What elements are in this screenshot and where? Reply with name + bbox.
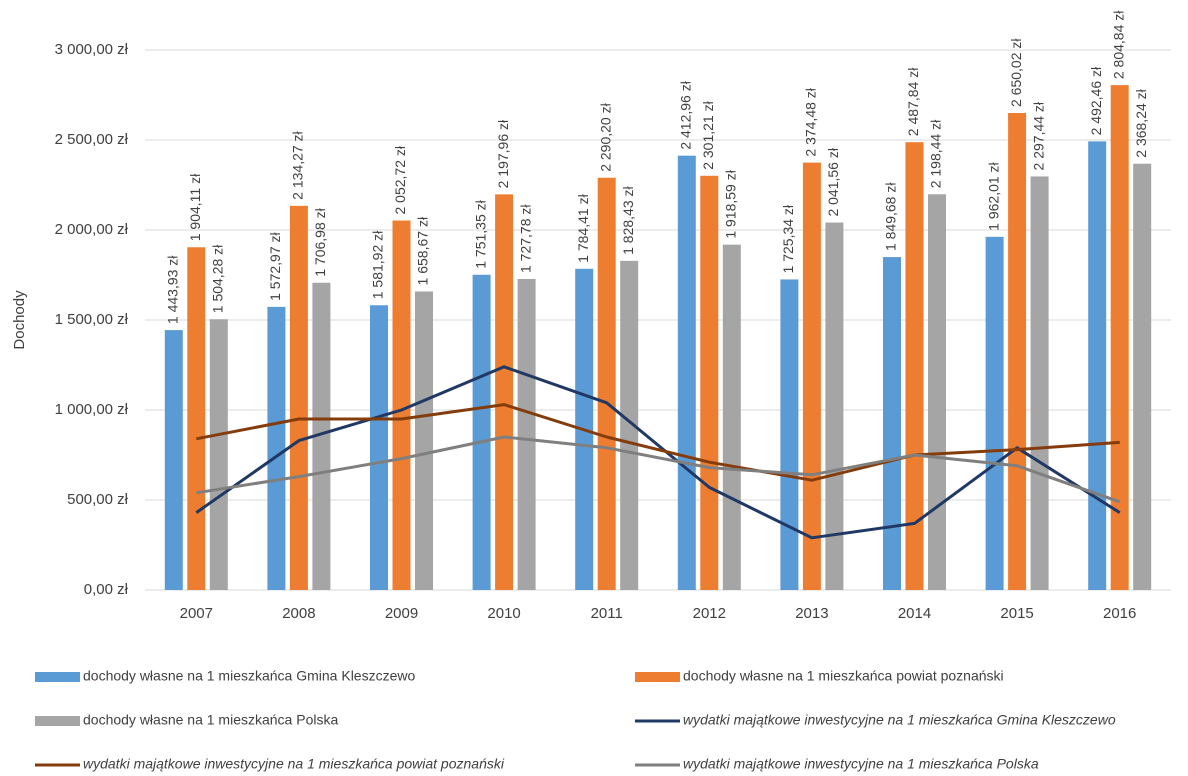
y-tick-label: 1 500,00 zł — [55, 311, 129, 328]
value-label: 2 487,84 zł — [905, 67, 921, 136]
bar — [928, 194, 946, 590]
bar — [677, 155, 696, 590]
value-label: 2 052,72 zł — [392, 145, 408, 214]
x-tick-label: 2013 — [795, 605, 828, 622]
value-label: 2 368,24 zł — [1133, 88, 1149, 157]
value-label: 2 374,48 zł — [803, 87, 819, 156]
value-label: 2 301,21 zł — [700, 100, 716, 169]
bar — [780, 279, 799, 590]
x-tick-label: 2011 — [591, 605, 623, 622]
legend-label: dochody własne na 1 mieszkańca Polska — [83, 712, 338, 728]
value-label: 1 504,28 zł — [210, 244, 226, 313]
value-label: 1 658,67 zł — [415, 216, 431, 285]
bar — [472, 274, 491, 590]
value-label: 1 572,97 zł — [267, 231, 283, 300]
y-tick-label: 2 500,00 zł — [55, 131, 129, 148]
value-label: 1 904,11 zł — [187, 173, 203, 241]
bar — [517, 278, 536, 590]
x-tick-label: 2007 — [180, 605, 213, 622]
x-tick-label: 2012 — [693, 605, 726, 622]
value-label: 2 804,84 zł — [1110, 10, 1126, 79]
legend-label: dochody własne na 1 mieszkańca powiat po… — [683, 668, 1004, 684]
bar — [722, 244, 741, 590]
y-tick-label: 0,00 zł — [84, 581, 129, 598]
bar — [392, 220, 411, 590]
y-tick-label: 2 000,00 zł — [55, 221, 129, 238]
value-label: 1 962,01 zł — [985, 161, 1001, 230]
bar — [415, 291, 433, 590]
y-axis-label: Dochody — [11, 290, 28, 350]
line — [196, 403, 1120, 482]
value-label: 2 412,96 zł — [678, 80, 694, 149]
x-tick-label: 2016 — [1103, 605, 1136, 622]
value-label: 1 706,98 zł — [312, 207, 328, 276]
bar — [1088, 141, 1107, 591]
value-label: 1 725,34 zł — [780, 204, 796, 273]
x-tick-label: 2009 — [385, 605, 418, 622]
value-label: 1 849,68 zł — [883, 182, 899, 251]
bar — [802, 162, 821, 590]
line — [196, 435, 1121, 504]
bar — [597, 177, 616, 590]
value-label: 2 650,02 zł — [1008, 38, 1024, 107]
y-tick-label: 1 000,00 zł — [55, 401, 129, 418]
value-label: 2 134,27 zł — [290, 130, 306, 199]
legend-label: dochody własne na 1 mieszkańca Gmina Kle… — [83, 668, 415, 684]
bar — [209, 319, 228, 590]
value-label: 2 041,56 zł — [825, 147, 841, 216]
legend-swatch — [635, 672, 680, 682]
value-label: 1 751,35 zł — [472, 199, 488, 268]
bar — [985, 236, 1004, 590]
bar — [164, 330, 183, 590]
value-label: 2 297,44 zł — [1030, 101, 1046, 170]
bar — [825, 222, 844, 590]
bar — [495, 194, 514, 591]
x-tick-label: 2008 — [282, 605, 315, 622]
bar — [1030, 176, 1049, 590]
value-label: 1 443,93 zł — [165, 255, 181, 324]
legend-label: wydatki majątkowe inwestycyjne na 1 mies… — [683, 712, 1116, 728]
line — [195, 365, 1121, 540]
legend-label: wydatki majątkowe inwestycyjne na 1 mies… — [83, 756, 505, 772]
value-label: 1 828,43 zł — [620, 185, 636, 254]
value-label: 2 198,44 zł — [928, 119, 944, 188]
bar — [187, 247, 206, 590]
value-label: 2 492,46 zł — [1088, 66, 1104, 135]
value-label: 1 727,78 zł — [517, 204, 533, 273]
value-label: 1 918,59 zł — [723, 169, 739, 238]
value-label: 1 784,41 zł — [575, 193, 591, 262]
value-label: 2 290,20 zł — [597, 102, 613, 171]
bar — [1008, 112, 1027, 590]
bar — [267, 306, 286, 590]
y-tick-label: 3 000,00 zł — [55, 41, 129, 58]
value-label: 1 581,92 zł — [370, 230, 386, 299]
legend-swatch — [35, 672, 80, 682]
bar — [289, 205, 308, 590]
x-tick-label: 2010 — [487, 605, 520, 622]
y-tick-label: 500,00 zł — [67, 491, 129, 508]
bar — [905, 142, 924, 591]
bar — [370, 305, 388, 590]
value-label: 2 197,96 zł — [495, 119, 511, 188]
bar — [883, 257, 901, 590]
bar — [1133, 163, 1152, 590]
x-tick-label: 2014 — [898, 605, 931, 622]
x-tick-label: 2015 — [1000, 605, 1033, 622]
bar — [312, 282, 331, 590]
legend-swatch — [35, 716, 80, 726]
bar — [700, 175, 719, 590]
bar — [1110, 85, 1129, 591]
bar — [620, 260, 639, 590]
legend-label: wydatki majątkowe inwestycyjne na 1 mies… — [683, 756, 1039, 772]
